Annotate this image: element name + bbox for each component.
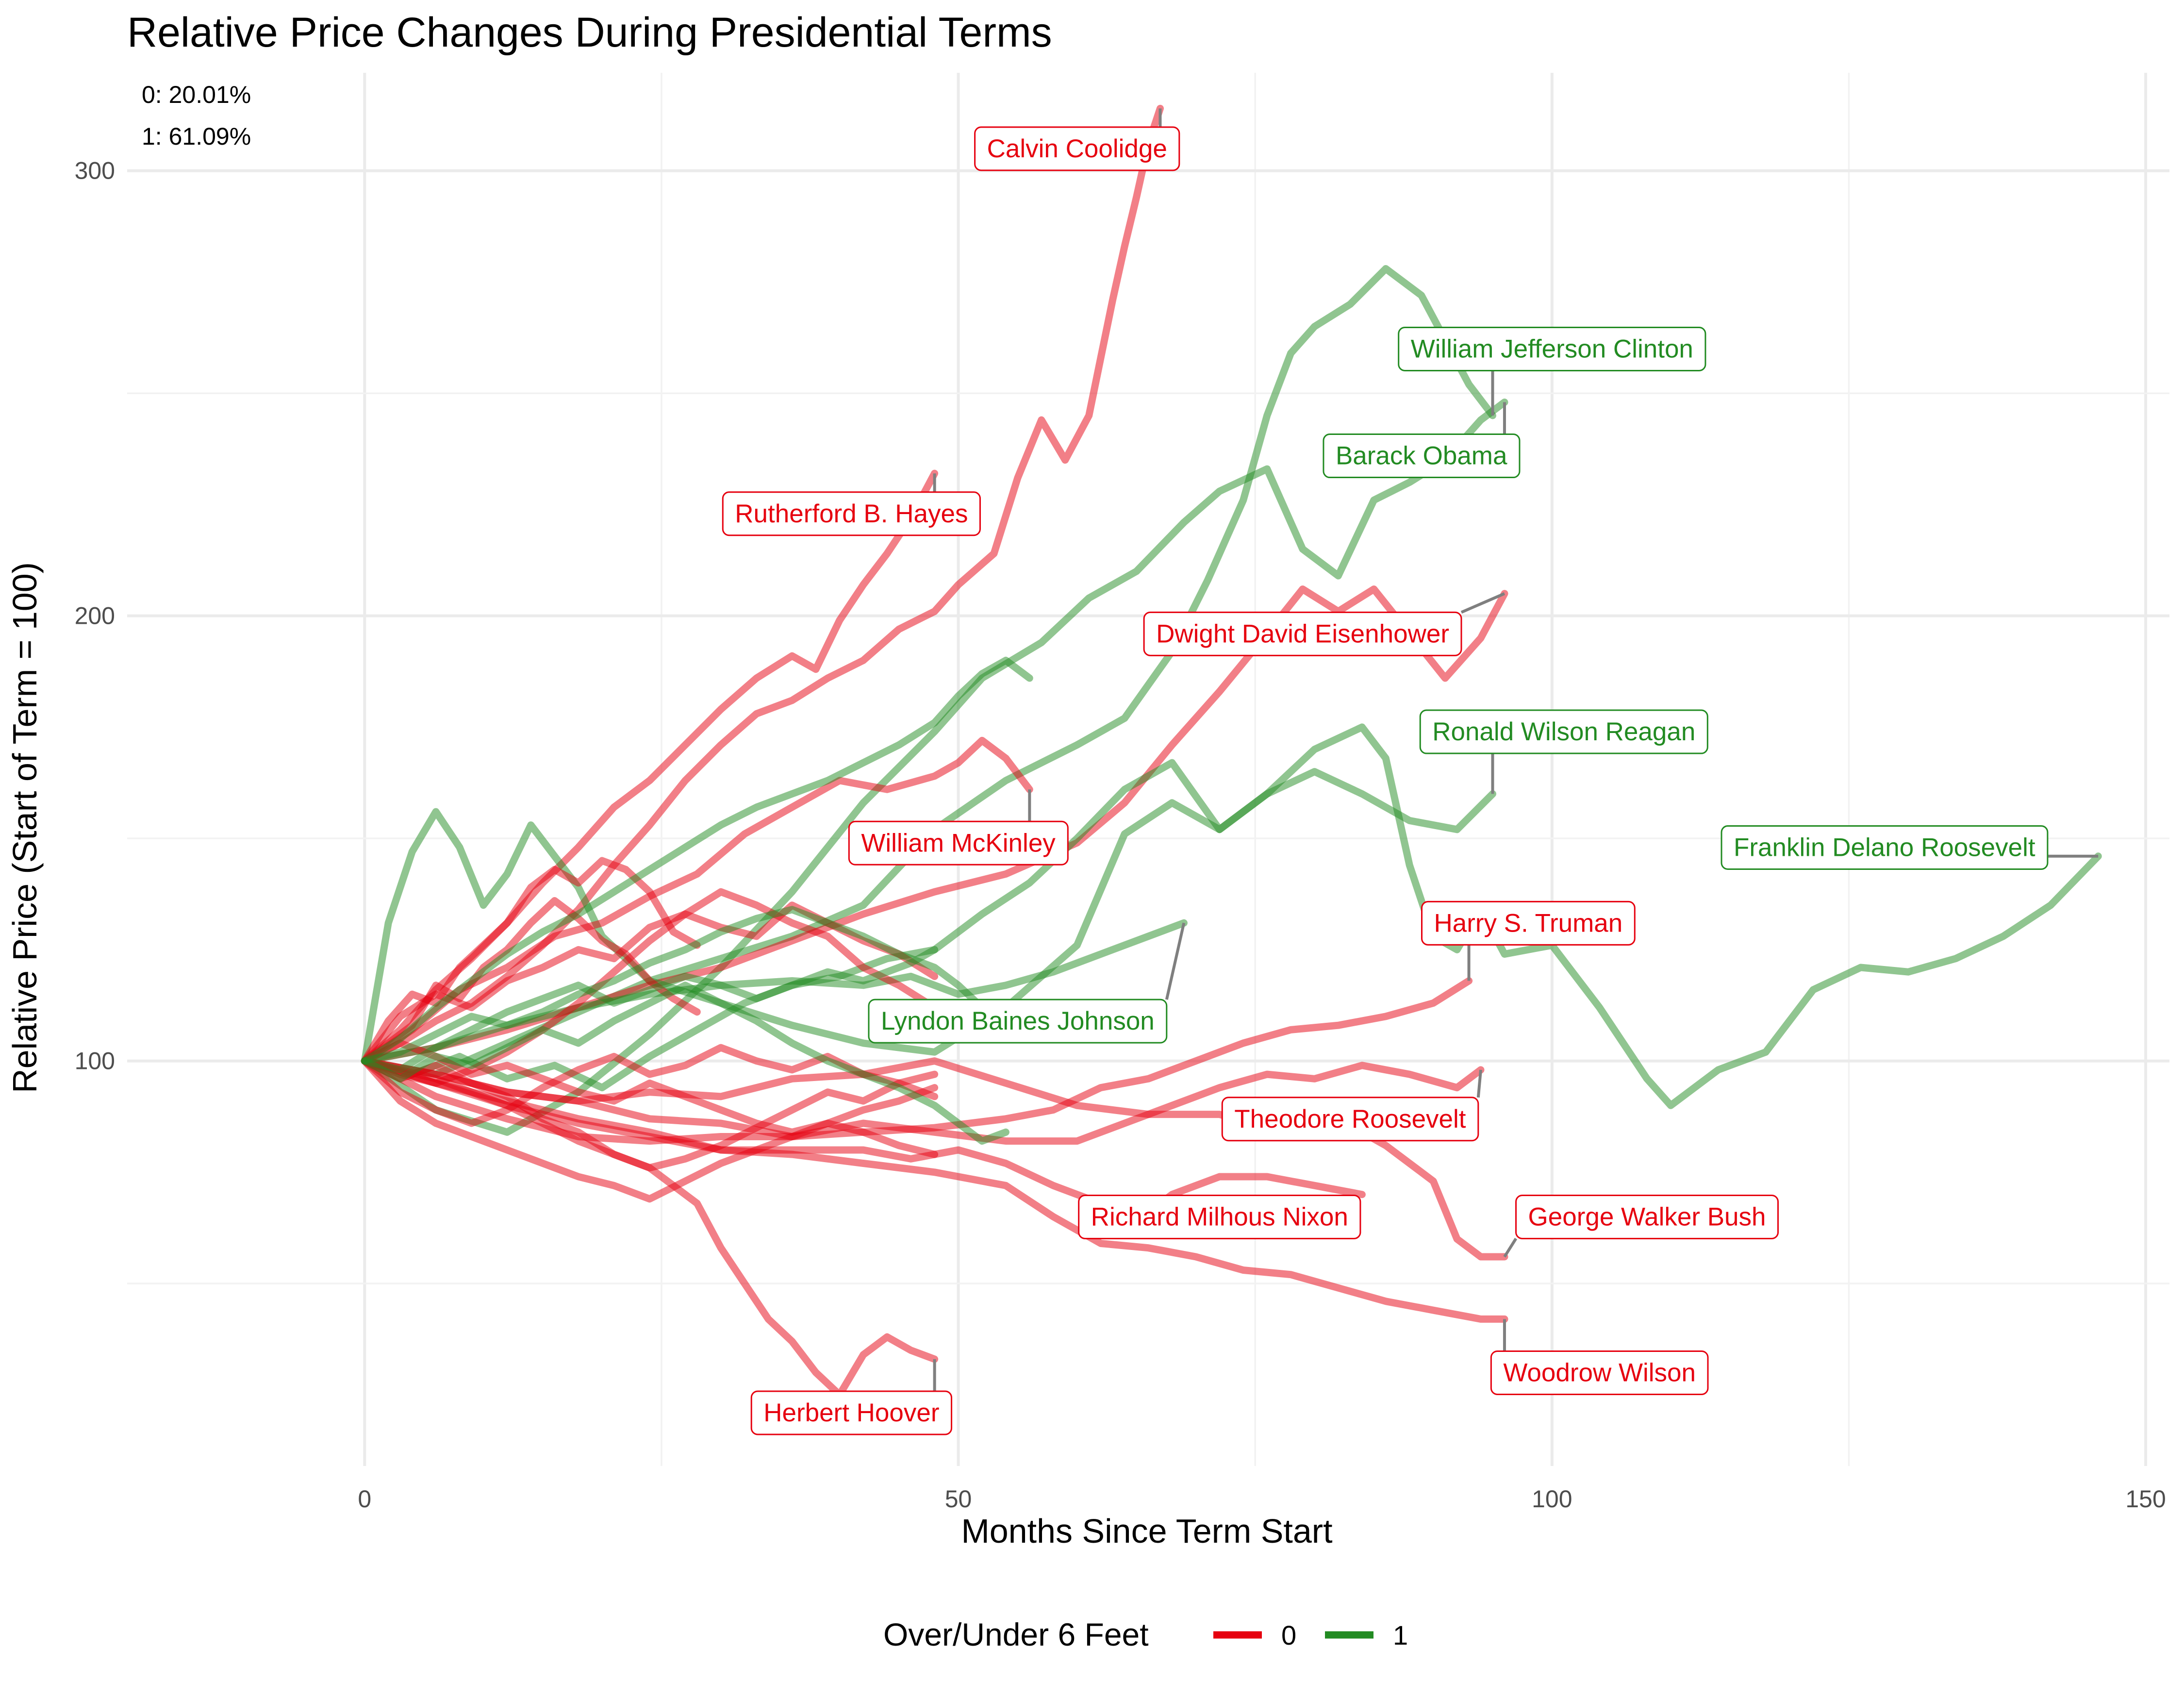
label-connector [1476,1069,1483,1098]
series-line [361,857,701,1065]
series-label-text: Calvin Coolidge [987,134,1167,163]
series-label-box [1515,1195,1779,1240]
series-line-richard-milhous-nixon [361,1057,1366,1216]
series-label-box [722,491,981,536]
y-tick-label: 200 [75,602,115,630]
series-label-text: Woodrow Wilson [1503,1358,1696,1387]
series-label-woodrow-wilson: Woodrow Wilson [1490,1350,1709,1395]
lines-group [361,104,2102,1399]
series-line-theodore-roosevelt [361,1057,1485,1145]
series-label-box [974,126,1180,171]
series-label-box [1490,1350,1709,1395]
series-label-rutherford-b-hayes: Rutherford B. Hayes [722,491,981,536]
series-label-text: William McKinley [861,829,1056,857]
x-tick-labels: 0 50 100 150 [358,1485,2166,1513]
legend-item-1: 1 [1325,1620,1408,1650]
legend-title: Over/Under 6 Feet [883,1616,1149,1652]
series-label-text: Ronald Wilson Reagan [1432,717,1695,746]
series-label-text: Herbert Hoover [763,1399,939,1427]
series-label-text: Barack Obama [1336,442,1507,470]
series-label-text: Rutherford B. Hayes [735,500,968,528]
y-tick-label: 100 [75,1048,115,1075]
x-tick-label: 0 [358,1485,371,1513]
series-label-lyndon-baines-johnson: Lyndon Baines Johnson [868,999,1168,1044]
y-tick-labels: 100 200 300 [75,157,115,1075]
legend-item-0: 0 [1213,1620,1296,1650]
series-line [361,946,939,1074]
series-line-william-mckinley [361,736,1033,1065]
series-label-box [848,820,1069,866]
series-label-richard-milhous-nixon: Richard Milhous Nixon [1078,1195,1361,1240]
series-label-box [1721,825,2049,870]
series-label-herbert-hoover: Herbert Hoover [750,1390,953,1435]
series-label-box [1398,326,1706,371]
y-tick-label: 300 [75,157,115,184]
series-label-box [1143,611,1462,656]
series-label-text: Harry S. Truman [1434,909,1623,937]
series-label-theodore-roosevelt: Theodore Roosevelt [1221,1097,1479,1142]
series-line-barack-obama [361,399,1508,1136]
legend-label: 0 [1281,1620,1296,1650]
series-line [361,982,1009,1145]
series-line-woodrow-wilson [361,1057,1508,1323]
series-line [361,1057,939,1203]
series-label-text: Dwight David Eisenhower [1156,619,1449,648]
series-label-box [1421,900,1636,946]
series-line-franklin-delano-roosevelt [361,723,2102,1109]
series-line [361,906,1009,1065]
series-label-ronald-wilson-reagan: Ronald Wilson Reagan [1419,709,1708,754]
series-line-herbert-hoover [361,1057,939,1399]
x-tick-label: 50 [945,1485,972,1513]
series-label-text: Franklin Delano Roosevelt [1734,833,2035,862]
series-line [361,897,701,1065]
series-line [361,1057,939,1172]
label-connector [1165,922,1186,1000]
labels-group: Calvin Coolidge Rutherford B. Hayes Willia… [722,126,2049,1435]
series-label-box [1221,1097,1479,1142]
series-label-text: Richard Milhous Nixon [1091,1203,1348,1232]
stats-group: 0: 20.01% 1: 61.09% [142,81,251,150]
x-tick-label: 100 [1532,1485,1572,1513]
series-label-william-jefferson-clinton: William Jefferson Clinton [1398,326,1706,371]
series-line-dwight-david-eisenhower [361,585,1508,1065]
series-label-dwight-david-eisenhower: Dwight David Eisenhower [1143,611,1462,656]
series-line-george-walker-bush [361,1057,1508,1261]
series-label-george-walker-bush: George Walker Bush [1515,1195,1779,1240]
series-line [361,1039,939,1136]
legend: Over/Under 6 Feet 0 1 [883,1616,1408,1652]
series-label-text: Theodore Roosevelt [1234,1105,1466,1133]
series-label-william-mckinley: William McKinley [848,820,1069,866]
series-label-barack-obama: Barack Obama [1323,433,1521,479]
label-connector [1503,1237,1518,1258]
label-connector [1460,592,1506,614]
y-axis-label: Relative Price (Start of Term = 100) [6,562,44,1093]
series-label-box [750,1390,953,1435]
series-label-box [868,999,1168,1044]
series-label-franklin-delano-roosevelt: Franklin Delano Roosevelt [1721,825,2049,870]
x-tick-label: 150 [2125,1485,2166,1513]
chart-title: Relative Price Changes During Presidenti… [127,9,1052,56]
series-label-text: William Jefferson Clinton [1411,334,1693,363]
series-label-box [1419,709,1708,754]
x-axis-label: Months Since Term Start [961,1512,1332,1550]
stat-line: 0: 20.01% [142,81,251,108]
series-label-text: Lyndon Baines Johnson [881,1007,1155,1035]
series-label-harry-s-truman: Harry S. Truman [1421,900,1636,946]
series-line [361,656,1033,1065]
series-label-box [1078,1195,1361,1240]
series-label-box [1323,433,1521,479]
connectors-group [933,108,2099,1391]
series-label-calvin-coolidge: Calvin Coolidge [974,126,1180,171]
stat-line: 1: 61.09% [142,123,251,150]
legend-label: 1 [1393,1620,1408,1650]
series-label-text: George Walker Bush [1528,1203,1766,1232]
